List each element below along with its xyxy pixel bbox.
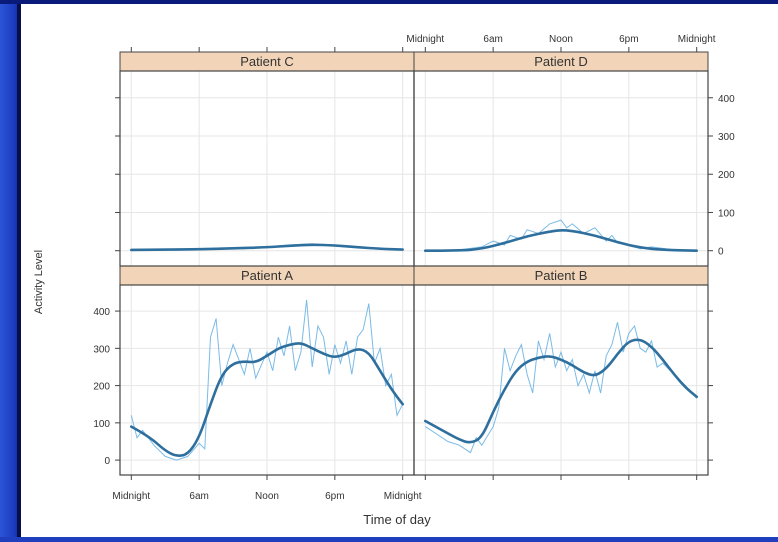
y-tick-label-right-4: 400 — [718, 94, 735, 105]
patient-a-strip-label: Patient A — [241, 268, 293, 283]
x-tick-label-bottom-2: Noon — [255, 491, 279, 502]
slide-left-bar — [17, 4, 21, 537]
x-tick-label-top-2: Noon — [549, 34, 573, 45]
patient-b-raw-line — [425, 322, 698, 454]
patient-c-smooth-line — [130, 243, 404, 252]
y-tick-label-right-2: 200 — [718, 170, 735, 181]
x-tick-label-top-1: 6am — [483, 34, 502, 45]
y-tick-label-left-2: 200 — [93, 382, 110, 393]
x-tick-label-top-4: Midnight — [678, 34, 716, 45]
x-tick-label-top-3: 6pm — [619, 34, 638, 45]
patient-b-smooth-line — [424, 338, 698, 444]
x-tick-label-bottom-1: 6am — [189, 491, 208, 502]
x-tick-label-bottom-0: Midnight — [112, 491, 150, 502]
patient-d-frame — [413, 70, 709, 267]
y-tick-label-left-0: 0 — [104, 456, 110, 467]
patient-d-smooth-line — [424, 229, 698, 252]
patient-d-strip-label: Patient D — [534, 54, 587, 69]
patient-b-strip-label: Patient B — [535, 268, 588, 283]
y-tick-label-left-4: 400 — [93, 307, 110, 318]
x-tick-label-top-0: Midnight — [406, 34, 444, 45]
patient-a-raw-line — [130, 299, 404, 461]
y-tick-label-right-1: 100 — [718, 208, 735, 219]
patient-c-strip-label: Patient C — [240, 54, 293, 69]
x-tick-label-bottom-3: 6pm — [325, 491, 344, 502]
chart-svg: Patient A Patient B Patient C Patient D Mid… — [33, 34, 735, 527]
y-axis-label: Activity Level — [33, 250, 45, 314]
y-tick-label-left-3: 300 — [93, 344, 110, 355]
x-tick-label-bottom-4: Midnight — [384, 491, 422, 502]
y-tick-label-right-3: 300 — [718, 132, 735, 143]
chart-area: Patient A Patient B Patient C Patient D Mid… — [22, 4, 778, 537]
y-tick-label-right-0: 0 — [718, 247, 724, 258]
y-tick-label-left-1: 100 — [93, 419, 110, 430]
patient-a-smooth-line — [130, 342, 404, 457]
x-axis-label: Time of day — [363, 512, 431, 527]
